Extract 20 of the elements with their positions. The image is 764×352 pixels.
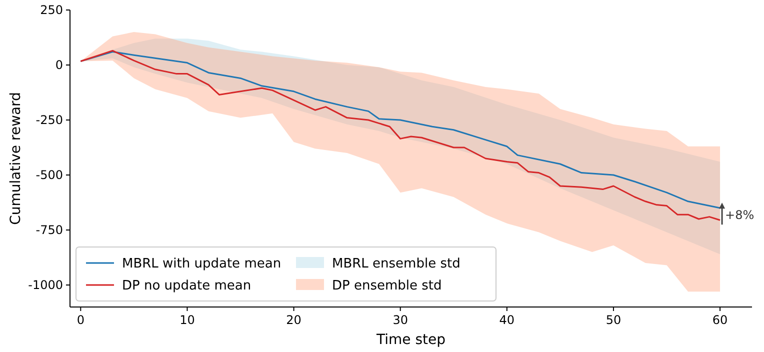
- legend-label: MBRL with update mean: [122, 256, 282, 272]
- x-tick-label: 10: [180, 313, 195, 327]
- legend-label: MBRL ensemble std: [332, 256, 460, 272]
- x-tick-label: 0: [76, 313, 84, 327]
- x-tick-label: 20: [286, 313, 302, 327]
- y-tick-label: -500: [36, 168, 63, 182]
- y-axis-title: Cumulative reward: [8, 92, 24, 225]
- legend-label: DP ensemble std: [332, 278, 442, 294]
- annotation: +8%: [725, 208, 754, 222]
- y-tick-label: 250: [40, 3, 63, 18]
- legend-label: DP no update mean: [122, 278, 252, 294]
- y-tick-label: -1000: [28, 278, 63, 292]
- x-tick-label: 60: [712, 313, 728, 327]
- y-tick-label: -250: [36, 113, 63, 128]
- x-tick-label: 50: [606, 313, 622, 327]
- x-tick-label: 40: [499, 313, 515, 327]
- x-axis-title: Time step: [376, 332, 446, 348]
- y-tick-label: 0: [55, 58, 63, 72]
- y-tick-label: -750: [36, 223, 63, 238]
- x-tick-label: 30: [392, 313, 408, 327]
